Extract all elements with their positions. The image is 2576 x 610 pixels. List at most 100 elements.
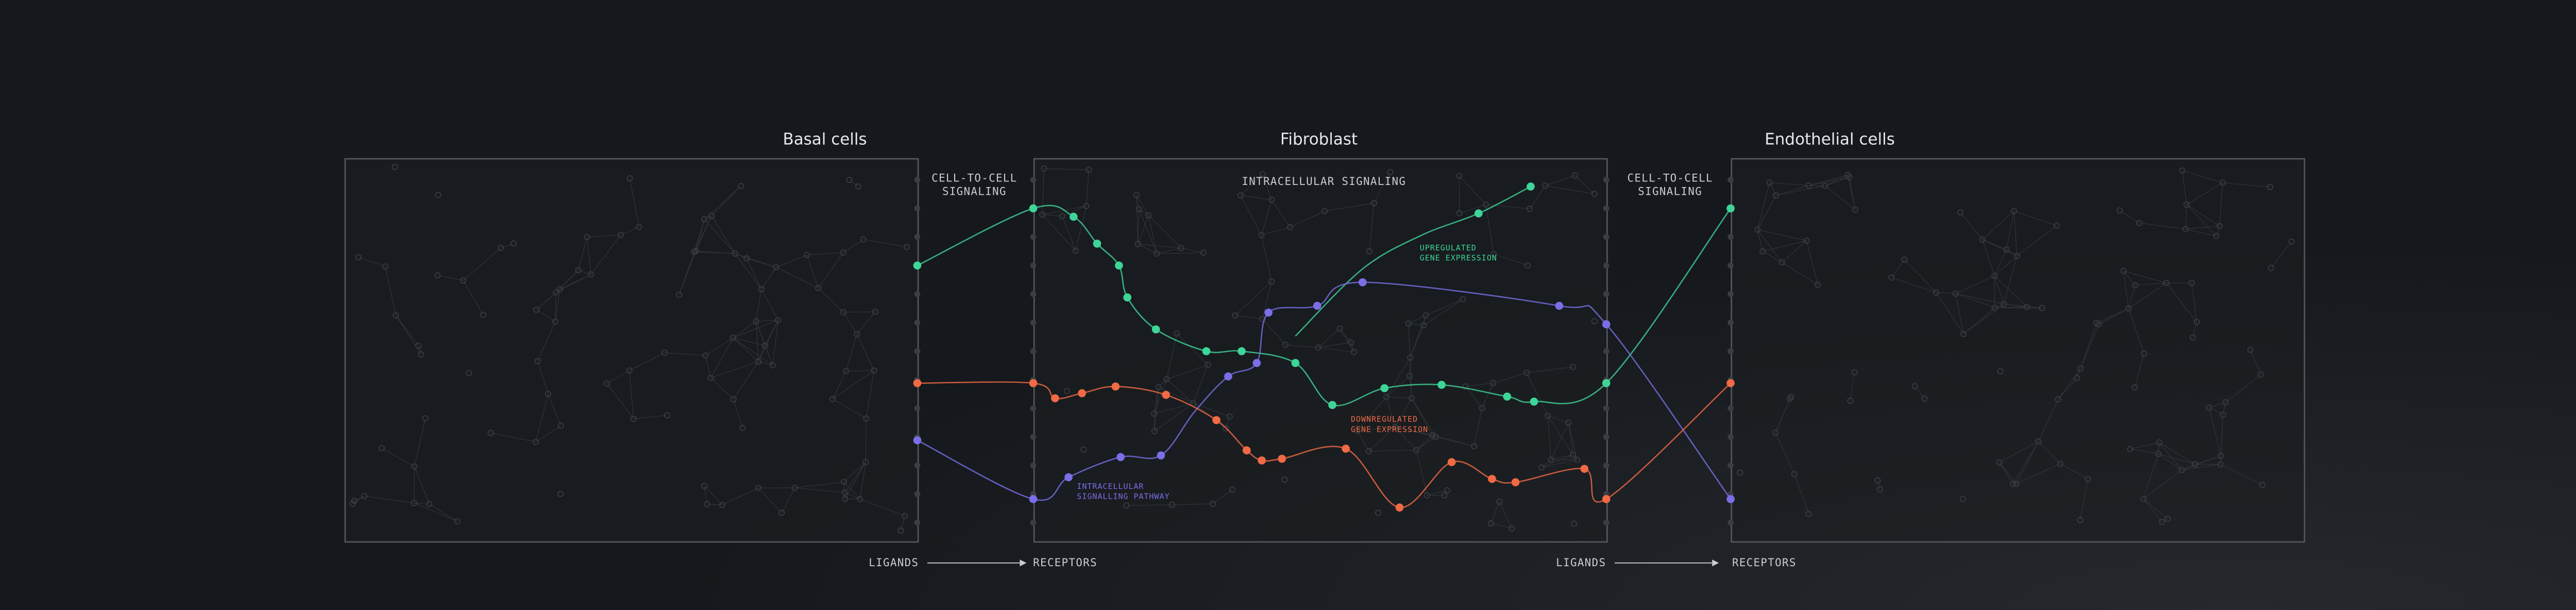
network-edge [832,370,874,400]
network-edge [1261,199,1272,235]
port [914,348,921,354]
network-edge [711,185,741,216]
network-node [435,192,442,198]
network-edge [1193,364,1209,403]
port [1727,262,1734,269]
network-node [1542,182,1549,189]
network-edge [1324,202,1375,212]
network-node [1336,325,1343,332]
network-edge [1808,174,1848,186]
network-edge [500,243,514,248]
network-node [1523,369,1530,376]
network-edge [1904,259,1937,293]
network-edge [1547,415,1573,455]
network-edge [722,487,759,505]
network-edge [1527,366,1573,374]
network-edge [395,315,419,346]
network-edge [1154,403,1194,432]
network-node [533,307,540,313]
network-edge [537,361,549,395]
network-edge [1374,172,1391,204]
network-edge [2143,498,2168,519]
network-node [775,317,782,324]
network-edge [794,481,844,488]
network-edge [1994,275,2027,308]
network-edge [1409,376,1412,398]
network-edge [2128,308,2145,354]
network-node [841,489,848,496]
network-node [1490,380,1497,386]
network-node [1509,525,1515,532]
network-node [1351,349,1358,355]
network-node [719,502,725,509]
network-node [1405,320,1412,327]
network-node [2013,481,2020,487]
network-edge [856,334,874,371]
network-edge [1541,459,1578,468]
panel [344,158,919,543]
network-edge [463,280,484,315]
network-node [411,500,417,506]
label: CELL-TO-CELL [1628,172,1713,184]
network-node [2258,371,2264,378]
network-edge [2006,211,2014,250]
network-node [1072,247,1079,254]
network-edge [1548,415,1569,423]
network-edge [1775,432,1795,475]
signal-node [1313,301,1321,310]
network-edge [1545,175,1575,187]
network-edge [1395,427,1433,436]
network-edge [1936,292,1964,334]
network-edge [1357,397,1387,431]
network-node [2288,238,2295,245]
network-node [829,396,836,402]
network-edge [733,320,756,338]
network-node [1496,498,1503,505]
network-node [426,501,433,507]
network-edge [414,502,457,522]
network-edge [620,227,639,235]
network-node [2116,207,2123,214]
network-node [2206,404,2213,411]
network-node [2011,208,2018,214]
signal-node [1029,495,1038,503]
network-node [626,175,633,182]
network-node [1960,331,1967,337]
network-node [1268,278,1275,285]
network-node [1348,339,1354,346]
network-edge [1762,251,1782,263]
network-node [1921,395,1928,402]
network-edge [1757,229,1807,241]
network-node [2222,399,2229,405]
network-edge [866,370,875,419]
network-node [815,285,822,292]
network-edge [845,334,857,371]
network-edge [1877,480,1880,489]
network-node [1155,384,1162,391]
network-edge [1139,209,1157,254]
network-node [434,272,441,279]
network-edge [1075,206,1087,251]
network-node [2013,252,2020,259]
network-edge [385,266,397,316]
network-node [460,277,466,284]
network-edge [606,383,634,419]
network-node [1422,312,1429,319]
network-edge [695,219,705,251]
port [1030,234,1037,240]
network-node [1911,383,1918,389]
network-edge [578,269,591,275]
network-node [1200,249,1207,256]
network-edge [1490,501,1500,523]
network-edge [832,370,846,399]
network-node [1083,202,1090,209]
network-edge [1432,434,1475,447]
signal-node [1503,392,1512,401]
network-node [2179,167,2185,174]
network-edge [1825,177,1850,187]
signal-node [1212,416,1221,425]
network-node [626,367,633,374]
network-node [1847,397,1854,404]
network-edge [364,496,414,504]
network-edge [705,337,734,356]
